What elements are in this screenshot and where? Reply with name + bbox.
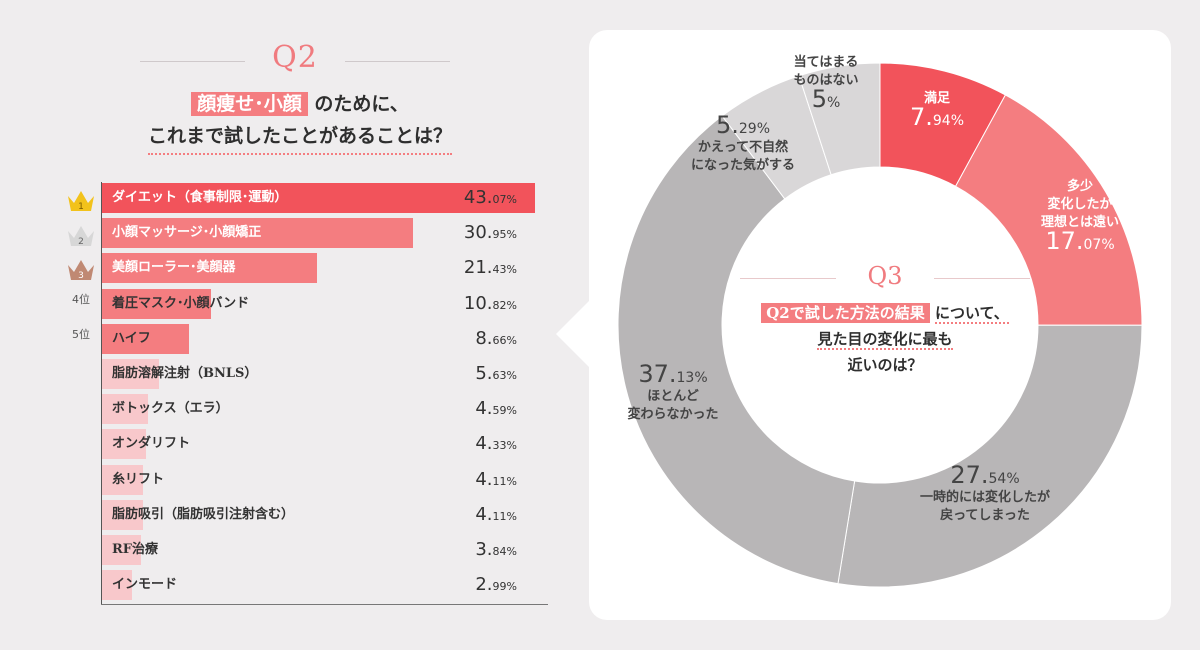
slice-label: 27.54% 一時的には変化したが 戻ってしまった xyxy=(900,461,1070,525)
bar-value-label: 5.63% xyxy=(475,363,517,384)
bar xyxy=(102,499,144,530)
pie-slice xyxy=(837,324,1143,588)
bar-value-label: 4.33% xyxy=(475,433,517,455)
bar-value-label: 2.99% xyxy=(475,574,517,596)
q2-header: Q2 xyxy=(140,38,450,84)
q3-title-rest: について、 xyxy=(934,304,1009,324)
rank-3-text: 3 xyxy=(78,271,84,281)
q2-title: 顔痩せ･小顔 のために、 これまで試したことがあることは？ xyxy=(100,88,500,155)
bar xyxy=(102,464,144,495)
bar-label: インモード xyxy=(112,577,178,593)
q3-title-line2: 見た目の変化に最も xyxy=(817,330,953,350)
bar-value-label: 10.82% xyxy=(463,292,517,314)
slice-value-label: 5% xyxy=(811,85,841,113)
crown-2-icon: 2 xyxy=(68,226,94,247)
q3-title-highlight: Q2で試した方法の結果 xyxy=(761,303,930,323)
slice-value-label: 5.29% xyxy=(715,111,771,139)
slice-label-text: 満足 xyxy=(923,91,950,106)
bar xyxy=(102,253,318,284)
slice-label: 多少 変化したが 理想とは遠い 17.07% xyxy=(1010,178,1150,255)
crown-1-icon: 1 xyxy=(68,191,94,212)
bar-value-label: 4.11% xyxy=(475,503,517,525)
q2-label: Q2 xyxy=(272,40,318,75)
bar-label: 糸リフト xyxy=(112,471,165,487)
bar-value-label: 4.11% xyxy=(475,468,517,490)
bar xyxy=(102,535,141,565)
bar-value-label: 43.07% xyxy=(463,187,517,208)
q2-rule-right xyxy=(345,61,450,62)
bar-value-label: 4.59% xyxy=(475,398,517,420)
bar-label: 脂肪溶解注射（BNLS） xyxy=(112,366,258,381)
pie-slice xyxy=(617,115,856,585)
slice-label-text: かえって不自然 になった気がする xyxy=(690,140,795,173)
slice-label-text: 多少 変化したが 理想とは遠い xyxy=(1040,179,1119,230)
slice-value-label: 27.54% xyxy=(950,461,1020,489)
bar-label: ボトックス（エラ） xyxy=(112,401,229,417)
q2-title-line2: これまで試したことがあることは？ xyxy=(147,120,452,155)
bar-axis xyxy=(101,182,102,605)
bar-value-label: 8.66% xyxy=(475,327,517,349)
bar-baseline xyxy=(101,604,548,605)
bar-value-label: 3.84% xyxy=(475,539,517,560)
bar xyxy=(102,183,535,213)
bar-label: オンダリフト xyxy=(112,436,191,452)
crown-3-icon: 3 xyxy=(68,260,94,281)
bar-label: ダイエット（食事制限･運動） xyxy=(112,190,288,205)
q3-rule-left xyxy=(740,278,836,279)
bar xyxy=(102,218,414,249)
bar-label: 美顔ローラー･美顔器 xyxy=(112,260,236,276)
bar-label: 脂肪吸引（脂肪吸引注射含む） xyxy=(112,506,295,522)
q2-title-rest: のために、 xyxy=(314,93,409,115)
q3-title-line3: 近いのは？ xyxy=(847,356,923,374)
slice-value-label: 37.13% xyxy=(638,360,708,388)
panel-pointer xyxy=(556,300,590,368)
bar xyxy=(102,570,133,601)
bar xyxy=(102,359,159,389)
q2-rule-left xyxy=(140,61,245,62)
bar-label: 着圧マスク･小顔バンド xyxy=(112,295,250,311)
q3-label: Q3 xyxy=(867,262,903,290)
bar xyxy=(102,429,146,460)
bar xyxy=(102,323,190,354)
bar-label: 小顔マッサージ･小顔矯正 xyxy=(112,225,262,241)
slice-label-text: ほとんど 変わらなかった xyxy=(627,389,719,422)
slice-value-label: 17.07% xyxy=(1045,227,1115,255)
rank-2-text: 2 xyxy=(78,237,84,247)
bar-value-label: 21.43% xyxy=(463,257,517,279)
q3-rule-right xyxy=(934,278,1030,279)
bar xyxy=(102,288,211,319)
q3-header: Q3 xyxy=(740,262,1030,298)
q2-title-highlight: 顔痩せ･小顔 xyxy=(191,92,308,116)
bar xyxy=(102,394,149,425)
bar-label: ハイフ xyxy=(112,330,151,346)
slice-label: 37.13% ほとんど 変わらなかった xyxy=(598,360,748,424)
slice-label: 5.29% かえって不自然 になった気がする xyxy=(668,111,818,175)
slice-label-text: 当てはまる ものはない xyxy=(793,55,859,88)
slice-label-text: 一時的には変化したが 戻ってしまった xyxy=(919,490,1050,523)
rank-1-text: 1 xyxy=(78,202,84,212)
pie-slice xyxy=(798,62,881,176)
slice-label: 当てはまる ものはない 5% xyxy=(786,54,866,113)
slice-value-label: 7.94% xyxy=(909,103,965,131)
rank-4-label: 4位 xyxy=(72,293,90,306)
bar-value-label: 30.95% xyxy=(463,222,517,244)
rank-5-label: 5位 xyxy=(72,328,90,341)
q3-title: Q2で試した方法の結果 について、 見た目の変化に最も 近いのは？ xyxy=(720,300,1050,378)
slice-label: 満足 7.94% xyxy=(892,90,982,131)
bar-label: RF治療 xyxy=(112,542,159,557)
